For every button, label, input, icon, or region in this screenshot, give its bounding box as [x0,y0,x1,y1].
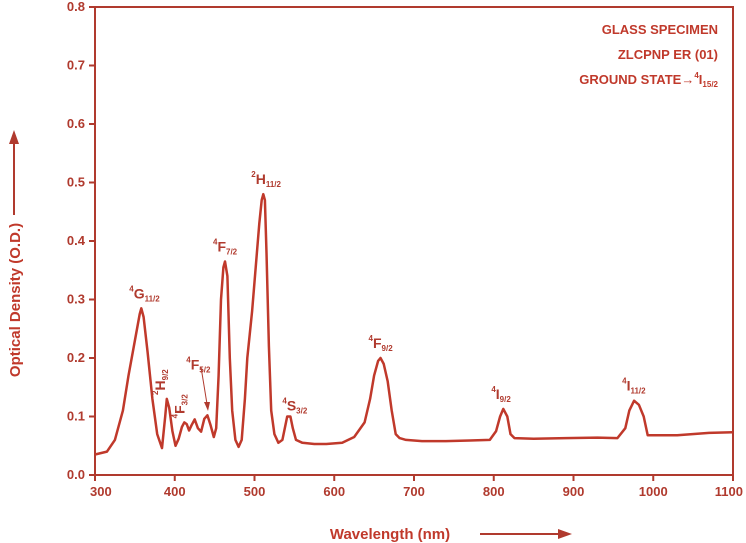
peak-label-sup: 2 [251,170,256,179]
y-tick-label: 0.0 [67,467,85,482]
y-axis-arrow-head [9,130,19,144]
peak-label-sub: 3/2 [181,394,190,406]
peak-label-main: F [217,238,226,254]
annotation-line-3: GROUND STATE→4I15/2 [579,71,718,89]
peak-label-sup: 4 [129,284,134,293]
peak-label-sup: 4 [282,397,287,406]
peak-label-sup: 4 [213,237,218,246]
peak-label-sub: 11/2 [630,387,646,396]
peak-label-sub: 9/2 [500,395,512,404]
x-tick-label: 600 [323,484,345,499]
peak-label-sup: 2 [151,390,160,395]
peak-label-sup: 4 [622,377,627,386]
peak-label-sup: 4 [369,334,374,343]
peak-label: 2H11/2 [251,170,281,189]
annotation-line-1: GLASS SPECIMEN [602,22,718,37]
y-tick-label: 0.8 [67,0,85,14]
peak-labels: 4G11/22H9/24F3/24F5/24F7/22H11/24S3/24F9… [129,170,646,418]
peak-label-sub: 9/2 [161,369,170,381]
peak-label: 4S3/2 [282,397,307,416]
peak-label-sub: 11/2 [145,294,161,303]
peak-label: 4F9/2 [369,334,394,353]
annotation-ground-state-sup: 4 [694,71,699,80]
x-tick-label: 300 [90,484,112,499]
peak-label-sub: 5/2 [199,365,211,374]
peak-label: 4F5/2 [186,355,211,374]
peak-label: 4I11/2 [622,377,646,396]
x-axis-ticks: 300 400 500 600 700 800 900 1000 1100 [90,475,743,499]
y-tick-label: 0.1 [67,409,85,424]
y-tick-label: 0.3 [67,292,85,307]
peak-label: 2H9/2 [151,369,170,395]
y-tick-label: 0.7 [67,58,85,73]
y-tick-label: 0.5 [67,175,85,190]
x-axis-arrow-head [558,529,572,539]
f52-pointer-head [204,402,210,411]
x-tick-label: 400 [164,484,186,499]
peak-label-main: F [373,335,382,351]
x-tick-label: 700 [403,484,425,499]
peak-label-sub: 9/2 [382,344,394,353]
peak-label-sub: 7/2 [226,247,238,256]
y-axis-ticks: 0.0 0.1 0.2 0.3 0.4 0.5 0.6 0.7 0.8 [67,0,95,482]
absorption-spectrum-line [94,192,734,456]
annotation-line-2: ZLCPNP ER (01) [618,47,718,62]
x-tick-label: 900 [563,484,585,499]
x-tick-label: 1000 [639,484,668,499]
y-tick-label: 0.2 [67,350,85,365]
annotation-ground-state-text: GROUND STATE→ [579,72,694,87]
peak-label-sup: 4 [491,385,496,394]
peak-label: 4F7/2 [213,237,238,256]
peak-label-sup: 4 [171,413,180,418]
x-axis-label: Wavelength (nm) [330,526,450,543]
peak-label: 4G11/2 [129,284,160,303]
peak-label-main: F [172,405,188,414]
peak-label-main: S [287,398,296,414]
peak-label-main: G [134,285,145,301]
x-tick-label: 500 [244,484,266,499]
x-tick-label: 800 [483,484,505,499]
annotation-ground-state-sub: 15/2 [702,80,718,89]
y-axis-label: Optical Density (O.D.) [7,223,24,377]
peak-label-main: H [152,380,168,390]
peak-label-sub: 11/2 [266,180,282,189]
y-tick-label: 0.4 [67,233,86,248]
peak-label: 4F3/2 [171,394,190,419]
peak-label-sup: 4 [186,355,191,364]
peak-label-main: H [256,171,266,187]
peak-label-main: I [496,386,500,402]
peak-label-sub: 3/2 [296,407,308,416]
y-tick-label: 0.6 [67,116,85,131]
x-tick-label: 1100 [715,484,743,499]
peak-label: 4I9/2 [491,385,511,404]
peak-label-main: F [191,356,200,372]
f52-pointer-line [200,366,208,405]
peak-label-main: I [627,378,631,394]
annotation-ground-state-main: I [699,72,703,87]
